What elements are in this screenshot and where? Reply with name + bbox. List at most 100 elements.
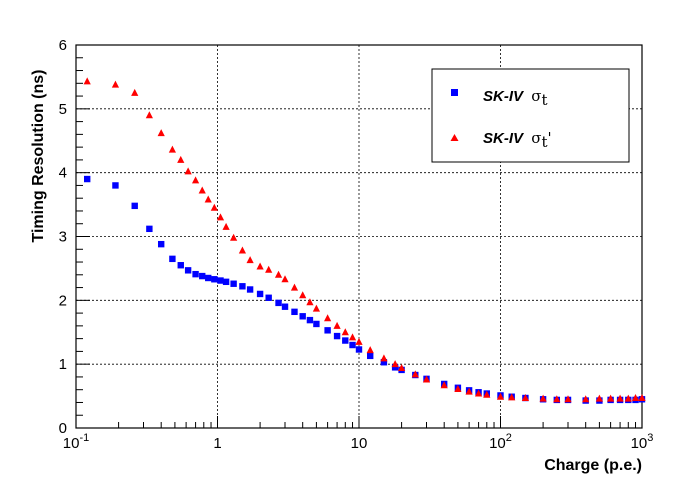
data-point-triangle: [355, 337, 363, 345]
data-point-square: [131, 202, 138, 210]
data-point-triangle: [191, 176, 200, 184]
data-point-triangle: [157, 129, 165, 137]
data-point-square: [291, 308, 298, 316]
data-point-square: [222, 278, 230, 286]
data-point-square: [256, 290, 264, 298]
legend-box: [431, 68, 630, 163]
data-point-triangle: [397, 363, 406, 371]
data-point-square: [367, 352, 374, 360]
data-point-square: [239, 283, 246, 290]
data-point-square: [177, 262, 184, 269]
series-2-markers: [83, 77, 646, 403]
data-point-triangle: [168, 145, 176, 153]
data-point-triangle: [256, 262, 264, 270]
y-tick-labels: 0 1 2 3 4 5 6: [59, 37, 67, 437]
data-point-square: [281, 303, 289, 310]
data-point-triangle: [582, 395, 590, 403]
y-tick-label: 5: [59, 101, 67, 118]
data-point-square: [342, 337, 349, 344]
data-point-triangle: [210, 203, 218, 211]
data-point-square: [112, 182, 119, 189]
data-point-triangle: [474, 389, 483, 397]
data-point-triangle: [216, 213, 225, 221]
y-tick-label: 4: [59, 165, 67, 182]
data-point-square: [217, 277, 224, 284]
legend-marker-triangle: [450, 134, 459, 141]
y-tick-label: 3: [59, 229, 67, 246]
data-point-triangle: [440, 381, 448, 389]
data-point-triangle: [177, 155, 185, 163]
x-axis-title: Charge (p.e.): [544, 457, 642, 474]
data-point-square: [84, 175, 91, 183]
y-axis-title: Timing Resolution (ns): [30, 69, 47, 242]
data-point-triangle: [539, 394, 547, 402]
data-point-triangle: [265, 265, 273, 273]
data-point-square: [246, 286, 254, 293]
data-point-triangle: [465, 387, 473, 395]
data-point-triangle: [521, 393, 530, 401]
data-markers: [83, 77, 646, 404]
data-point-triangle: [333, 321, 341, 329]
data-point-triangle: [145, 111, 153, 119]
data-point-triangle: [624, 394, 632, 402]
data-point-square: [349, 341, 356, 349]
axis-ticks: [75, 44, 643, 429]
data-point-triangle: [204, 195, 212, 203]
data-point-triangle: [454, 385, 462, 393]
data-point-square: [275, 299, 282, 307]
data-point-triangle: [312, 304, 321, 312]
legend-entry-2-label: SK-IV σt': [483, 129, 552, 151]
legend-markers: [450, 89, 459, 141]
data-point-triangle: [411, 370, 419, 378]
legend: SK-IV σt SK-IV σt': [431, 68, 630, 163]
data-point-triangle: [553, 395, 561, 403]
data-point-square: [324, 327, 331, 334]
data-point-triangle: [111, 80, 120, 88]
x-tick-labels: 10-1 1 10 102 103: [63, 432, 654, 452]
data-point-square: [192, 270, 199, 278]
data-point-triangle: [508, 393, 516, 401]
data-point-triangle: [324, 314, 332, 322]
data-point-triangle: [274, 270, 283, 278]
y-tick-label: 6: [59, 37, 67, 54]
data-point-triangle: [631, 393, 640, 401]
data-point-square: [299, 313, 306, 320]
x-tick-label: 102: [489, 432, 512, 452]
data-point-square: [199, 272, 206, 280]
data-point-square: [211, 276, 218, 283]
data-point-triangle: [230, 233, 238, 241]
data-point-triangle: [184, 167, 192, 175]
data-point-triangle: [638, 393, 646, 401]
data-point-triangle: [306, 298, 314, 306]
y-tick-label: 2: [59, 292, 67, 309]
data-point-square: [157, 240, 165, 248]
y-tick-label: 0: [59, 420, 67, 437]
data-point-square: [146, 225, 153, 233]
data-point-square: [169, 255, 176, 263]
data-point-triangle: [391, 360, 399, 368]
y-tick-label: 1: [59, 356, 67, 373]
data-point-triangle: [246, 256, 254, 264]
data-point-triangle: [595, 394, 604, 402]
legend-marker-square: [451, 89, 458, 96]
data-point-triangle: [483, 390, 491, 398]
data-point-triangle: [422, 375, 431, 383]
data-point-triangle: [299, 291, 307, 299]
data-point-triangle: [83, 77, 91, 85]
data-point-triangle: [198, 186, 206, 194]
data-point-triangle: [348, 333, 357, 341]
data-point-triangle: [380, 354, 388, 362]
data-point-triangle: [564, 395, 572, 403]
x-tick-label: 103: [631, 432, 654, 452]
data-point-square: [230, 280, 237, 287]
data-point-triangle: [238, 246, 247, 254]
data-point-square: [355, 346, 363, 353]
data-point-square: [380, 359, 388, 366]
legend-entry-1-label: SK-IV σt: [483, 87, 547, 109]
data-point-triangle: [281, 275, 289, 283]
data-point-triangle: [366, 346, 374, 354]
data-point-triangle: [607, 394, 615, 402]
data-point-square: [391, 364, 399, 371]
data-point-triangle: [222, 222, 230, 230]
